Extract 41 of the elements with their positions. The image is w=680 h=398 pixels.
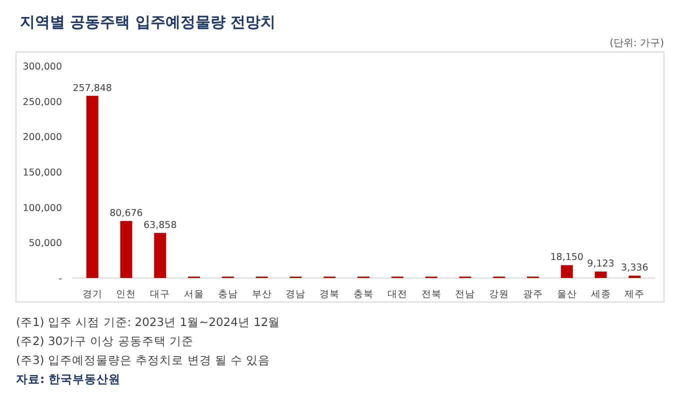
x-tick-label: 경기 (82, 289, 102, 300)
data-label: 80,676 (110, 208, 143, 219)
data-label: 18,150 (550, 252, 584, 264)
data-label: 63,858 (144, 220, 177, 231)
data-label: 257,848 (72, 82, 112, 94)
text: (주3) 입주예정물량은 추정치로 변경 될 수 있음 (16, 353, 270, 367)
y-tick-label: 200,000 (22, 132, 62, 144)
x-tick-label: 전남 (455, 289, 476, 300)
y-tick-label: 50,000 (28, 238, 62, 250)
x-tick-label: 울산 (556, 289, 577, 300)
data-label: 9,123 (587, 258, 614, 270)
text: 자료: 한국부동산원 (16, 372, 121, 386)
y-tick-label: - (58, 274, 62, 284)
x-tick-label: 충북 (354, 289, 374, 300)
y-tick-label: 250,000 (22, 96, 62, 108)
x-tick-label: 인천 (116, 289, 136, 300)
bar (154, 232, 166, 278)
y-tick-label: 300,000 (22, 62, 62, 72)
bar (594, 272, 607, 278)
x-tick-label: 부산 (252, 289, 272, 300)
bar (560, 265, 573, 278)
text: (주1) 입주 시점 기준: 2023년 1월~2024년 12월 (16, 315, 280, 329)
x-tick-label: 강원 (489, 289, 510, 300)
data-label: 3,336 (621, 262, 648, 274)
x-tick-label: 경남 (286, 289, 306, 300)
x-tick-label: 대전 (387, 289, 408, 300)
bar (120, 220, 132, 278)
chart-title: 지역별 공동주택 입주예정물량 전망치 (20, 13, 276, 31)
x-tick-label: 전북 (421, 289, 442, 300)
x-tick-label: 대구 (150, 289, 170, 300)
x-tick-label: 경북 (320, 289, 340, 300)
x-tick-label: 제주 (624, 289, 645, 300)
y-tick-label: 150,000 (22, 168, 62, 178)
x-tick-label: 광주 (522, 289, 543, 300)
x-tick-label: 서울 (184, 289, 204, 300)
bar (86, 96, 98, 278)
x-tick-label: 세종 (590, 289, 611, 300)
text: (단위: 가구) (610, 38, 664, 49)
x-tick-label: 충남 (218, 289, 238, 300)
y-tick-label: 100,000 (22, 202, 62, 214)
text: (주2) 30가구 이상 공동주택 기준 (16, 334, 194, 348)
